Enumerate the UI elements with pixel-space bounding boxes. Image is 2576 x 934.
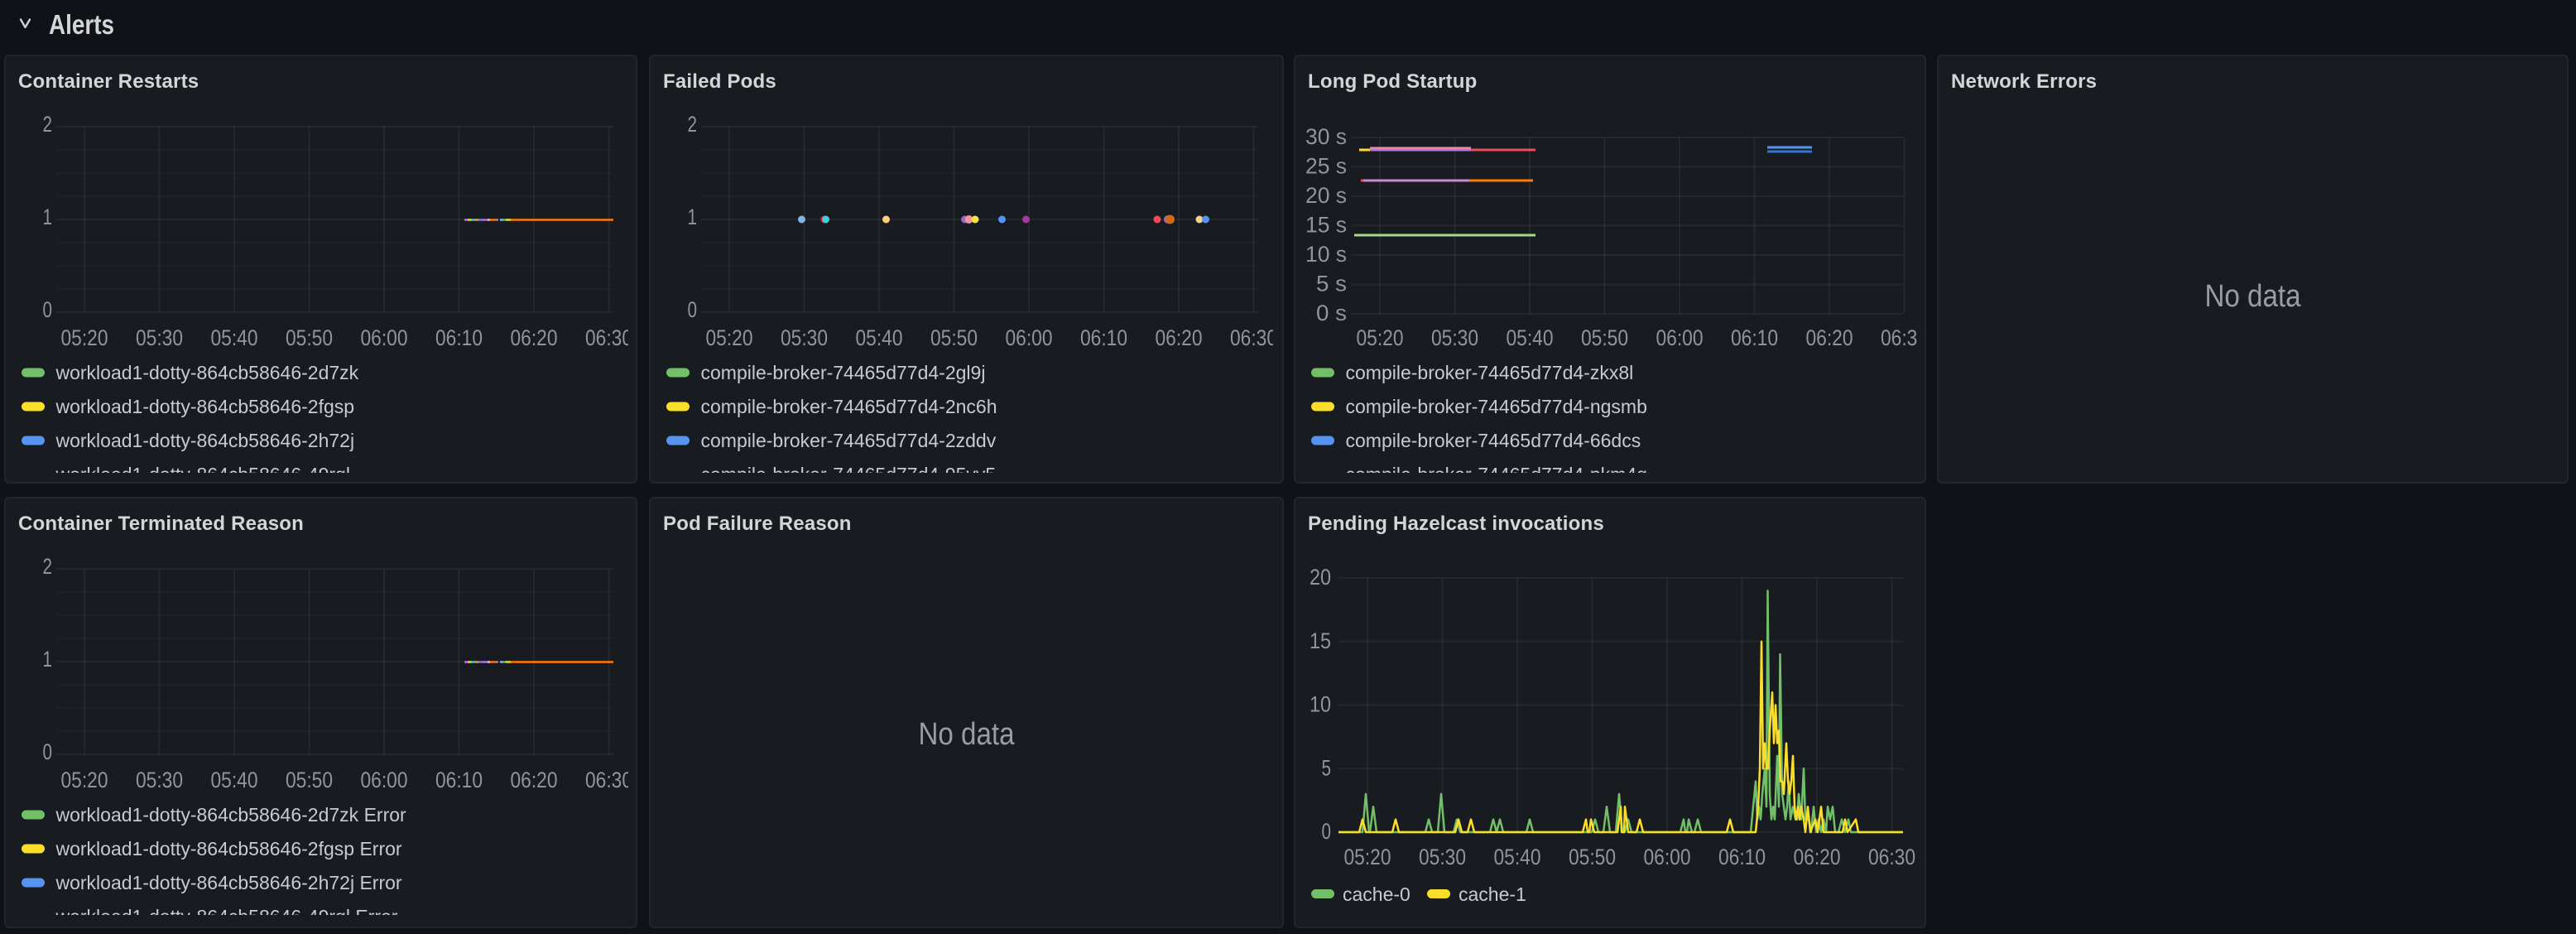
svg-text:05:40: 05:40 bbox=[856, 325, 903, 350]
svg-text:05:40: 05:40 bbox=[211, 768, 258, 792]
svg-text:05:30: 05:30 bbox=[136, 325, 183, 350]
svg-text:05:20: 05:20 bbox=[61, 768, 108, 792]
svg-text:06:30: 06:30 bbox=[585, 768, 632, 792]
svg-text:compile-broker-74465d77d4-ngsm: compile-broker-74465d77d4-ngsmb bbox=[1346, 396, 1647, 417]
svg-text:workload1-dotty-864cb58646-2fg: workload1-dotty-864cb58646-2fgsp Error bbox=[55, 838, 402, 859]
svg-text:05:30: 05:30 bbox=[136, 768, 183, 792]
svg-text:06:30: 06:30 bbox=[1881, 325, 1926, 350]
svg-text:05:20: 05:20 bbox=[1357, 325, 1404, 350]
svg-text:06:20: 06:20 bbox=[1806, 325, 1853, 350]
svg-text:compile-broker-74465d77d4-95vv: compile-broker-74465d77d4-95vv5 bbox=[701, 464, 997, 484]
svg-text:06:20: 06:20 bbox=[1156, 325, 1203, 350]
svg-text:workload1-dotty-864cb58646-2h7: workload1-dotty-864cb58646-2h72j bbox=[55, 430, 355, 451]
svg-text:workload1-dotty-864cb58646-49r: workload1-dotty-864cb58646-49rgl Error bbox=[55, 906, 398, 927]
svg-text:workload1-dotty-864cb58646-2fg: workload1-dotty-864cb58646-2fgsp bbox=[55, 396, 355, 417]
svg-text:06:00: 06:00 bbox=[1006, 325, 1053, 350]
svg-text:06:00: 06:00 bbox=[361, 768, 408, 792]
svg-text:5: 5 bbox=[1322, 755, 1332, 780]
svg-text:Long Pod Startup: Long Pod Startup bbox=[1308, 70, 1478, 93]
svg-text:0: 0 bbox=[43, 739, 53, 764]
svg-text:compile-broker-74465d77d4-66dc: compile-broker-74465d77d4-66dcs bbox=[1346, 430, 1641, 451]
svg-text:Container Restarts: Container Restarts bbox=[18, 70, 199, 93]
svg-text:Pending Hazelcast invocations: Pending Hazelcast invocations bbox=[1308, 513, 1604, 535]
svg-text:06:30: 06:30 bbox=[585, 325, 632, 350]
svg-text:05:50: 05:50 bbox=[286, 768, 333, 792]
svg-text:workload1-dotty-864cb58646-2d7: workload1-dotty-864cb58646-2d7zk bbox=[55, 362, 359, 383]
svg-text:20: 20 bbox=[1310, 565, 1331, 590]
svg-text:05:50: 05:50 bbox=[1581, 325, 1628, 350]
svg-text:0: 0 bbox=[688, 297, 698, 322]
svg-text:15 s: 15 s bbox=[1305, 213, 1347, 238]
svg-text:2: 2 bbox=[688, 112, 698, 137]
svg-text:compile-broker-74465d77d4-2zdd: compile-broker-74465d77d4-2zddv bbox=[701, 430, 997, 451]
svg-text:30 s: 30 s bbox=[1305, 124, 1347, 149]
svg-text:05:20: 05:20 bbox=[1344, 845, 1391, 869]
svg-text:20 s: 20 s bbox=[1305, 183, 1347, 208]
svg-text:Network Errors: Network Errors bbox=[1951, 70, 2097, 93]
svg-text:05:50: 05:50 bbox=[930, 325, 978, 350]
svg-text:compile-broker-74465d77d4-pkm4: compile-broker-74465d77d4-pkm4g bbox=[1346, 464, 1647, 484]
svg-text:06:00: 06:00 bbox=[1656, 325, 1704, 350]
svg-text:05:50: 05:50 bbox=[286, 325, 333, 350]
svg-text:05:30: 05:30 bbox=[1419, 845, 1466, 869]
svg-text:05:20: 05:20 bbox=[706, 325, 753, 350]
svg-text:0: 0 bbox=[43, 297, 53, 322]
svg-text:06:20: 06:20 bbox=[511, 325, 558, 350]
svg-text:25 s: 25 s bbox=[1305, 154, 1347, 179]
svg-text:2: 2 bbox=[43, 112, 53, 137]
svg-text:Alerts: Alerts bbox=[49, 9, 114, 40]
svg-text:06:10: 06:10 bbox=[1080, 325, 1127, 350]
svg-text:workload1-dotty-864cb58646-49r: workload1-dotty-864cb58646-49rgl bbox=[55, 464, 350, 484]
svg-text:05:40: 05:40 bbox=[211, 325, 258, 350]
svg-text:06:10: 06:10 bbox=[435, 325, 483, 350]
svg-text:05:50: 05:50 bbox=[1569, 845, 1616, 869]
svg-text:06:10: 06:10 bbox=[1718, 845, 1766, 869]
svg-text:1: 1 bbox=[43, 647, 53, 672]
svg-text:5 s: 5 s bbox=[1316, 272, 1347, 296]
svg-text:05:30: 05:30 bbox=[781, 325, 828, 350]
svg-text:06:10: 06:10 bbox=[1731, 325, 1778, 350]
svg-text:06:10: 06:10 bbox=[435, 768, 483, 792]
svg-text:compile-broker-74465d77d4-zkx8: compile-broker-74465d77d4-zkx8l bbox=[1346, 362, 1634, 383]
svg-text:10 s: 10 s bbox=[1305, 242, 1347, 267]
svg-text:06:30: 06:30 bbox=[1230, 325, 1277, 350]
svg-text:05:40: 05:40 bbox=[1494, 845, 1541, 869]
svg-text:No data: No data bbox=[919, 717, 1016, 752]
svg-text:05:30: 05:30 bbox=[1431, 325, 1478, 350]
svg-text:workload1-dotty-864cb58646-2d7: workload1-dotty-864cb58646-2d7zk Error bbox=[55, 804, 407, 826]
svg-text:Failed Pods: Failed Pods bbox=[663, 70, 776, 93]
svg-text:06:00: 06:00 bbox=[361, 325, 408, 350]
svg-text:compile-broker-74465d77d4-2nc6: compile-broker-74465d77d4-2nc6h bbox=[701, 396, 997, 417]
svg-text:05:40: 05:40 bbox=[1507, 325, 1554, 350]
svg-text:1: 1 bbox=[43, 205, 53, 229]
svg-text:0: 0 bbox=[1322, 819, 1332, 844]
svg-text:2: 2 bbox=[43, 554, 53, 579]
svg-text:0 s: 0 s bbox=[1316, 301, 1347, 325]
svg-text:06:00: 06:00 bbox=[1644, 845, 1691, 869]
svg-text:Container Terminated Reason: Container Terminated Reason bbox=[18, 513, 304, 535]
svg-text:cache-1: cache-1 bbox=[1459, 883, 1526, 905]
svg-text:15: 15 bbox=[1310, 628, 1331, 653]
svg-text:No data: No data bbox=[2205, 279, 2302, 314]
svg-text:1: 1 bbox=[688, 205, 698, 229]
svg-text:06:30: 06:30 bbox=[1868, 845, 1915, 869]
svg-text:06:20: 06:20 bbox=[511, 768, 558, 792]
svg-text:Pod Failure Reason: Pod Failure Reason bbox=[663, 513, 852, 535]
svg-text:compile-broker-74465d77d4-2gl9: compile-broker-74465d77d4-2gl9j bbox=[701, 362, 986, 383]
svg-text:06:20: 06:20 bbox=[1794, 845, 1841, 869]
svg-text:workload1-dotty-864cb58646-2h7: workload1-dotty-864cb58646-2h72j Error bbox=[55, 872, 402, 893]
svg-text:cache-0: cache-0 bbox=[1343, 883, 1411, 905]
svg-text:10: 10 bbox=[1310, 692, 1331, 717]
svg-text:05:20: 05:20 bbox=[61, 325, 108, 350]
